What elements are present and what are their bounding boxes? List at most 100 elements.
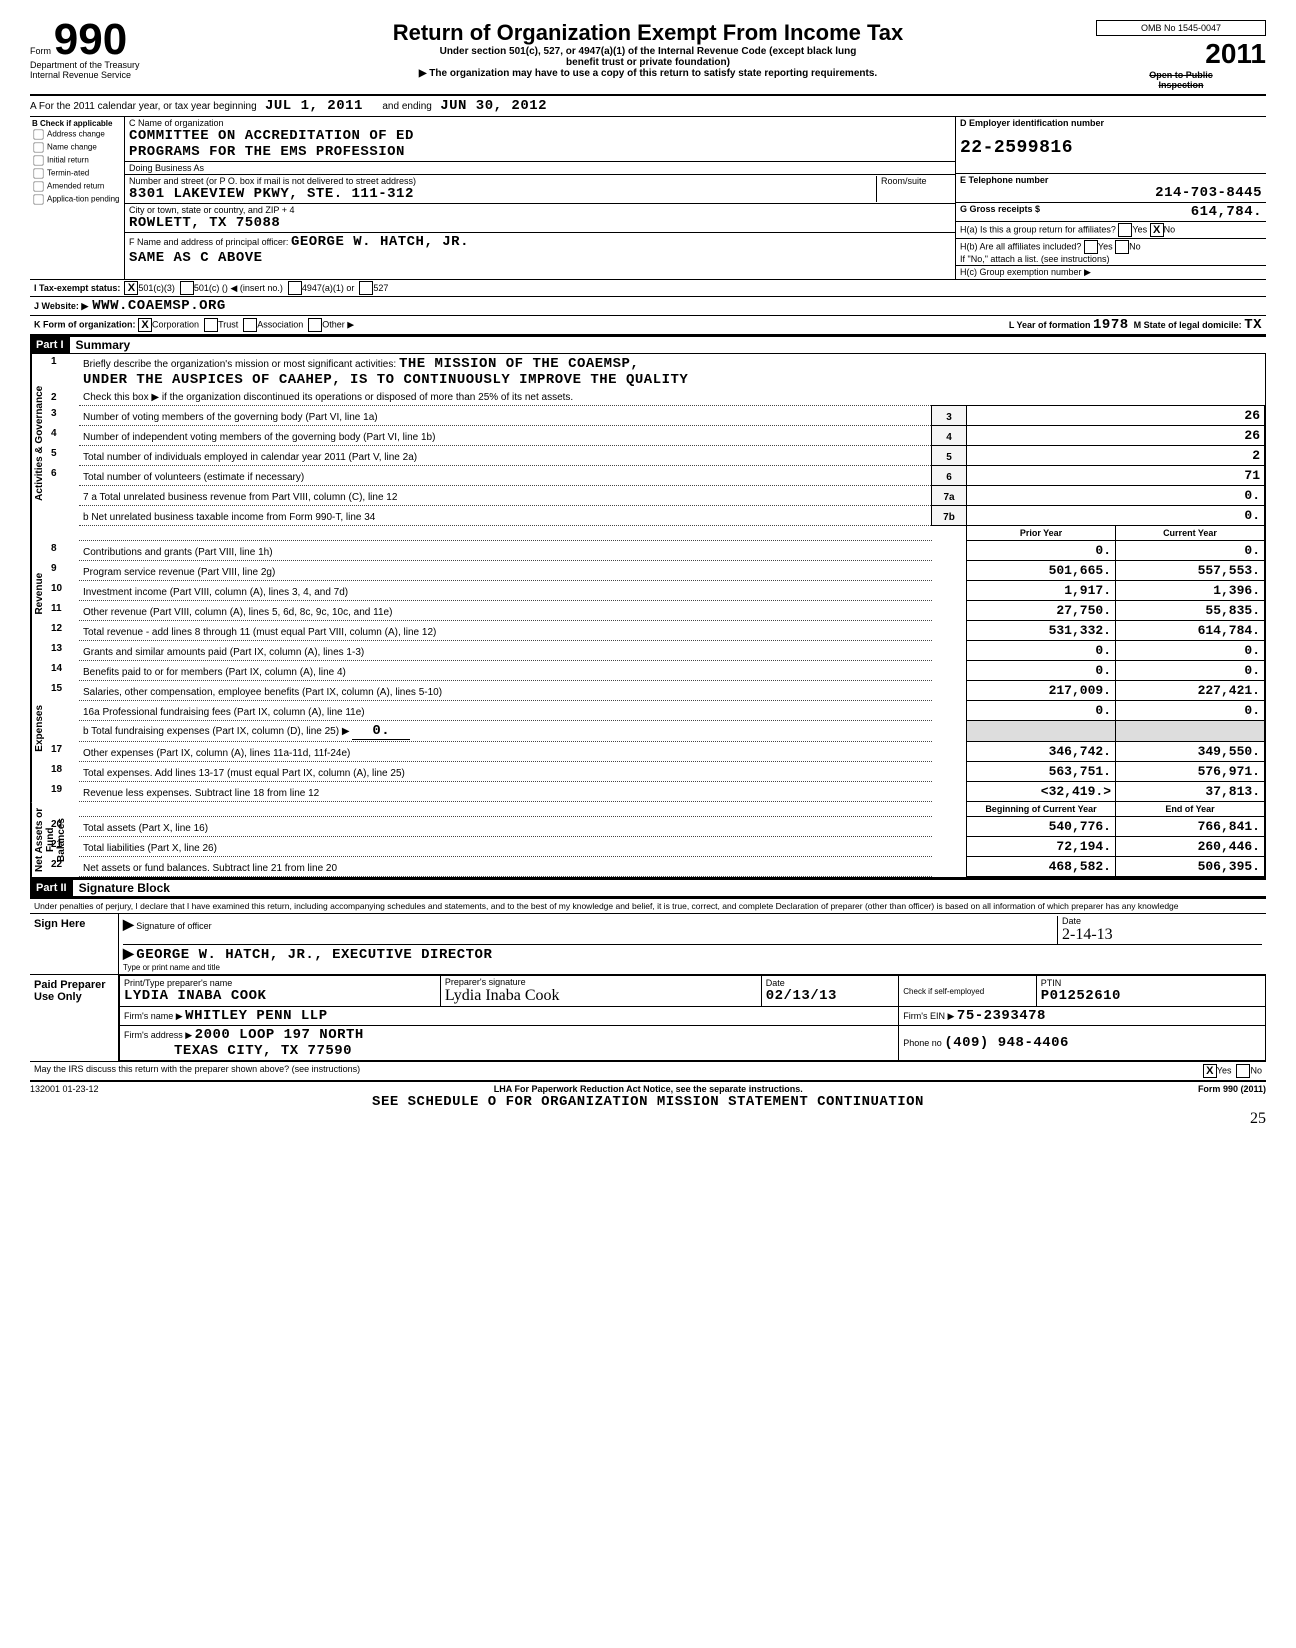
self-employed: Check if self-employed bbox=[899, 976, 1037, 1007]
check-assoc[interactable] bbox=[243, 318, 257, 332]
check-address[interactable]: Address change bbox=[32, 128, 122, 141]
preparer-table: Print/Type preparer's nameLYDIA INABA CO… bbox=[119, 975, 1266, 1061]
row-i-label: I Tax-exempt status: bbox=[34, 283, 120, 293]
officer-addr: SAME AS C ABOVE bbox=[129, 250, 263, 266]
discuss-no[interactable] bbox=[1236, 1064, 1250, 1078]
ein-value: 22-2599816 bbox=[960, 138, 1073, 158]
row-j: J Website: ▶ WWW.COAEMSP.ORG bbox=[30, 297, 1266, 316]
ha-yes[interactable] bbox=[1118, 223, 1132, 237]
col-c: C Name of organization COMMITTEE ON ACCR… bbox=[125, 117, 956, 279]
signature-block: Under penalties of perjury, I declare th… bbox=[30, 897, 1266, 1082]
group-net: Net Assets or Fund Balances bbox=[31, 803, 47, 877]
dept-label: Department of the Treasury bbox=[30, 60, 200, 70]
line16b-value: 0. bbox=[352, 723, 410, 740]
sign-here-label: Sign Here bbox=[30, 914, 118, 974]
line21-label: Total liabilities (Part X, line 26) bbox=[79, 837, 932, 857]
part2-title: Signature Block bbox=[73, 881, 170, 895]
hb-yes[interactable] bbox=[1084, 240, 1098, 254]
line4-value: 26 bbox=[967, 426, 1265, 446]
line7b-value: 0. bbox=[967, 506, 1265, 526]
check-pending[interactable]: Applica-tion pending bbox=[32, 193, 122, 206]
check-501c3[interactable]: X bbox=[124, 281, 138, 295]
irs-label: Internal Revenue Service bbox=[30, 70, 200, 80]
footer: 132001 01-23-12 LHA For Paperwork Reduct… bbox=[30, 1082, 1266, 1094]
paid-prep-label: Paid Preparer Use Only bbox=[30, 975, 118, 1061]
check-corp[interactable]: X bbox=[138, 318, 152, 332]
phone-value: 214-703-8445 bbox=[960, 185, 1262, 201]
m-label: M State of legal domicile: bbox=[1134, 320, 1242, 330]
ha-label: H(a) Is this a group return for affiliat… bbox=[960, 224, 1116, 234]
check-4947[interactable] bbox=[288, 281, 302, 295]
open-public-1: Open to Public bbox=[1096, 70, 1266, 80]
name-label: C Name of organization bbox=[129, 118, 224, 128]
date-label: Date bbox=[1062, 916, 1081, 926]
check-terminated[interactable]: Termin-ated bbox=[32, 167, 122, 180]
m-value: TX bbox=[1244, 317, 1262, 333]
header-note: ▶ The organization may have to use a cop… bbox=[200, 68, 1096, 79]
col-d: D Employer identification number 22-2599… bbox=[956, 117, 1266, 279]
line7a-value: 0. bbox=[967, 486, 1265, 506]
subtitle-1: Under section 501(c), 527, or 4947(a)(1)… bbox=[200, 46, 1096, 57]
line13-label: Grants and similar amounts paid (Part IX… bbox=[79, 641, 932, 661]
line3-value: 26 bbox=[967, 406, 1265, 426]
row-a-label: A For the 2011 calendar year, or tax yea… bbox=[30, 101, 257, 112]
firm-phone: (409) 948-4406 bbox=[944, 1035, 1069, 1051]
footer-lha: LHA For Paperwork Reduction Act Notice, … bbox=[494, 1084, 803, 1094]
officer-typed: GEORGE W. HATCH, JR., EXECUTIVE DIRECTOR bbox=[136, 947, 492, 963]
gross-value: 614,784. bbox=[1191, 204, 1262, 220]
subtitle-2: benefit trust or private foundation) bbox=[200, 57, 1096, 68]
type-label: Type or print name and title bbox=[123, 963, 1262, 972]
eoy-head: End of Year bbox=[1116, 802, 1265, 817]
col-b-title: B Check if applicable bbox=[32, 119, 122, 128]
org-name-2: PROGRAMS FOR THE EMS PROFESSION bbox=[129, 144, 405, 160]
line12-label: Total revenue - add lines 8 through 11 (… bbox=[79, 621, 932, 641]
prep-name: LYDIA INABA COOK bbox=[124, 988, 266, 1004]
city-label: City or town, state or country, and ZIP … bbox=[129, 205, 295, 215]
discuss-label: May the IRS discuss this return with the… bbox=[34, 1064, 360, 1078]
line14-label: Benefits paid to or for members (Part IX… bbox=[79, 661, 932, 681]
line7b-label: b Net unrelated business taxable income … bbox=[79, 506, 932, 526]
check-amended[interactable]: Amended return bbox=[32, 180, 122, 193]
part1-title: Summary bbox=[70, 338, 131, 352]
section-bcd: B Check if applicable Address change Nam… bbox=[30, 117, 1266, 280]
website-value: WWW.COAEMSP.ORG bbox=[92, 298, 226, 314]
firm-name: WHITLEY PENN LLP bbox=[185, 1008, 327, 1024]
check-527[interactable] bbox=[359, 281, 373, 295]
line15-label: Salaries, other compensation, employee b… bbox=[79, 681, 932, 701]
line10-label: Investment income (Part VIII, column (A)… bbox=[79, 581, 932, 601]
check-name[interactable]: Name change bbox=[32, 141, 122, 154]
page-number: 25 bbox=[30, 1110, 1266, 1128]
check-trust[interactable] bbox=[204, 318, 218, 332]
part2-bar: Part II Signature Block bbox=[30, 878, 1266, 897]
check-501c[interactable] bbox=[180, 281, 194, 295]
l-value: 1978 bbox=[1093, 317, 1129, 333]
group-exp: Expenses bbox=[31, 653, 47, 803]
row-k: K Form of organization: XCorporation Tru… bbox=[30, 316, 1266, 335]
hb-no[interactable] bbox=[1115, 240, 1129, 254]
line22-label: Net assets or fund balances. Subtract li… bbox=[79, 857, 932, 877]
line7a-label: 7 a Total unrelated business revenue fro… bbox=[79, 486, 932, 506]
period-begin: JUL 1, 2011 bbox=[265, 98, 363, 114]
group-rev: Revenue bbox=[31, 533, 47, 654]
line6-label: Total number of volunteers (estimate if … bbox=[79, 466, 932, 486]
line1-value: THE MISSION OF THE COAEMSP, bbox=[399, 356, 639, 372]
dba-label: Doing Business As bbox=[129, 163, 204, 173]
ptin: P01252610 bbox=[1041, 988, 1121, 1004]
discuss-yes[interactable]: X bbox=[1203, 1064, 1217, 1078]
line1-label: Briefly describe the organization's miss… bbox=[83, 359, 396, 370]
l-label: L Year of formation bbox=[1009, 320, 1091, 330]
ha-no[interactable]: X bbox=[1150, 223, 1164, 237]
sig-date: 2-14-13 bbox=[1062, 926, 1113, 943]
check-other[interactable] bbox=[308, 318, 322, 332]
hb-label: H(b) Are all affiliates included? bbox=[960, 241, 1081, 251]
street-value: 8301 LAKEVIEW PKWY, STE. 111-312 bbox=[129, 186, 414, 202]
form-number: 990 bbox=[54, 15, 139, 64]
boy-head: Beginning of Current Year bbox=[967, 802, 1116, 817]
check-initial[interactable]: Initial return bbox=[32, 154, 122, 167]
line19-label: Revenue less expenses. Subtract line 18 … bbox=[79, 782, 932, 802]
row-a: A For the 2011 calendar year, or tax yea… bbox=[30, 96, 1266, 117]
row-j-label: J Website: ▶ bbox=[34, 301, 88, 311]
summary-wrap: Activities & Governance Revenue Expenses… bbox=[30, 354, 1266, 878]
officer-label: F Name and address of principal officer: bbox=[129, 237, 288, 247]
row-a-mid: and ending bbox=[382, 101, 432, 112]
